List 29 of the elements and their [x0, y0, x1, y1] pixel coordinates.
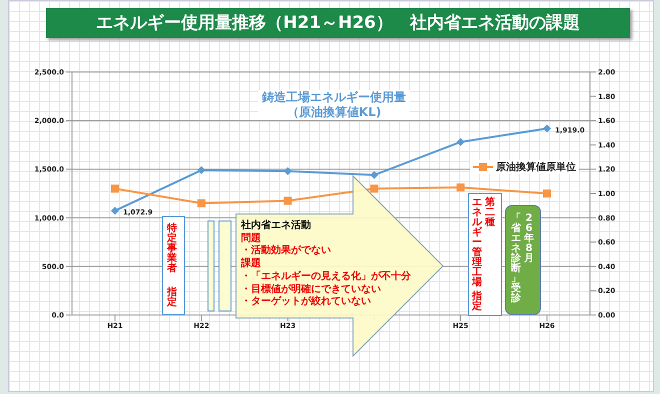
annotation: ・活動効果がでない [241, 245, 332, 258]
point [284, 167, 292, 176]
point [543, 190, 551, 198]
annotation: ・「エネルギーの見える化」が不十分 [241, 270, 411, 284]
point [197, 166, 206, 174]
chart-title: エネルギー使用量推移（H21～H26） 社内省エネ活動の課題 [46, 8, 630, 38]
point [197, 199, 206, 208]
point [370, 184, 378, 193]
annotation: 指定 [167, 287, 177, 308]
point [284, 196, 292, 205]
point [370, 171, 378, 180]
text: 鋳造工場エネルギー使用量（原油換算値KL) [258, 90, 410, 120]
annotation: 社内省エネ活動 [241, 220, 312, 232]
point [543, 124, 551, 132]
point [111, 206, 119, 215]
point [456, 138, 465, 146]
text: 「省エネ診断」受診 [511, 213, 521, 304]
annotation: 課題 [241, 258, 262, 270]
legend-label: 原油換算値原単位 [496, 160, 576, 174]
annotation: 第二種 [485, 197, 495, 228]
annotation: ・ターゲットが絞れていない [241, 296, 372, 309]
annotation: 問題 [241, 232, 262, 244]
annotation: 26年8月 [524, 213, 534, 264]
point [456, 183, 465, 192]
annotation: ・目標値が明確にできていない [241, 284, 382, 295]
annotation: 指定 [472, 291, 482, 312]
text: エネルギー管理工場 [472, 197, 482, 288]
point [111, 184, 119, 193]
annotation: 特定事業者 [167, 223, 177, 274]
